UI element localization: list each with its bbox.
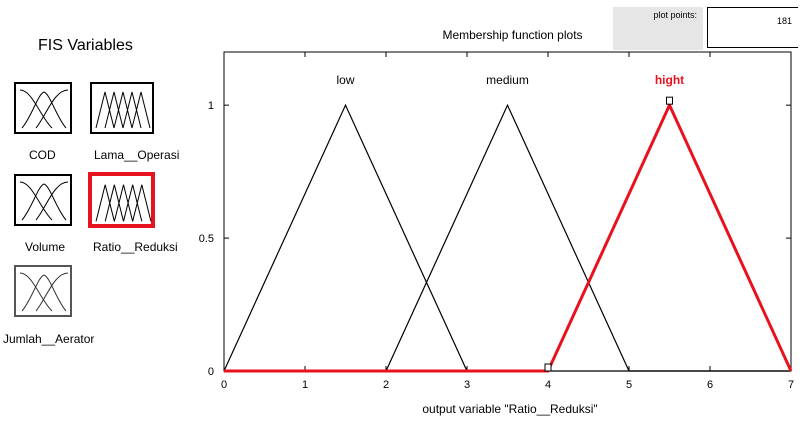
fis-variables-title: FIS Variables — [38, 37, 133, 54]
mf-thumbnail-icon — [19, 181, 69, 221]
x-tick-label: 5 — [626, 379, 632, 391]
y-tick-label: 0 — [208, 366, 214, 378]
plot-points-input[interactable] — [707, 7, 798, 48]
y-tick-label: 0.5 — [199, 233, 214, 245]
mf-handle — [544, 363, 552, 372]
variable-label-lama-operasi: Lama__Operasi — [94, 148, 180, 162]
mf-thumbnail-icon — [95, 91, 151, 129]
mf-label-hight: hight — [655, 73, 684, 87]
mf-thumbnail-icon — [19, 272, 69, 312]
plot-title: Membership function plots — [442, 28, 583, 42]
variable-box-jumlah-aerator[interactable] — [14, 265, 72, 317]
variable-label-volume: Volume — [25, 240, 66, 254]
x-tick-label: 6 — [707, 379, 713, 391]
x-tick-label: 1 — [302, 379, 308, 391]
plot-points-label-box: plot points: — [613, 7, 703, 50]
variable-box-lama-operasi[interactable] — [90, 82, 154, 134]
mf-thumbnail-icon — [95, 184, 152, 222]
mf-thumbnail-icon — [19, 89, 69, 129]
mf-curve-low — [223, 103, 791, 372]
mf-curve-hight — [224, 101, 793, 373]
variable-label-jumlah-aerator: Jumlah__Aerator — [3, 332, 95, 346]
mf-label-low: low — [336, 73, 354, 87]
x-tick-label: 3 — [464, 379, 470, 391]
mf-handle — [666, 96, 673, 105]
x-axis-label: output variable "Ratio__Reduksi" — [422, 402, 598, 416]
x-tick-label: 0 — [221, 379, 227, 391]
variable-label-ratio-reduksi: Ratio__Reduksi — [93, 240, 178, 254]
mf-label-medium: medium — [486, 73, 529, 87]
variable-box-ratio-reduksi[interactable] — [88, 172, 155, 228]
variable-box-volume[interactable] — [14, 174, 72, 226]
variable-label-cod: COD — [29, 148, 56, 162]
mf-curve-medium — [224, 103, 791, 372]
y-tick-label: 1 — [208, 100, 214, 112]
variable-box-cod[interactable] — [14, 82, 72, 134]
x-tick-label: 2 — [383, 379, 389, 391]
plot-axes-frame — [223, 51, 792, 372]
x-tick-label: 7 — [788, 379, 794, 391]
x-tick-label: 4 — [545, 379, 551, 391]
plot-points-label: plot points: — [653, 10, 697, 20]
